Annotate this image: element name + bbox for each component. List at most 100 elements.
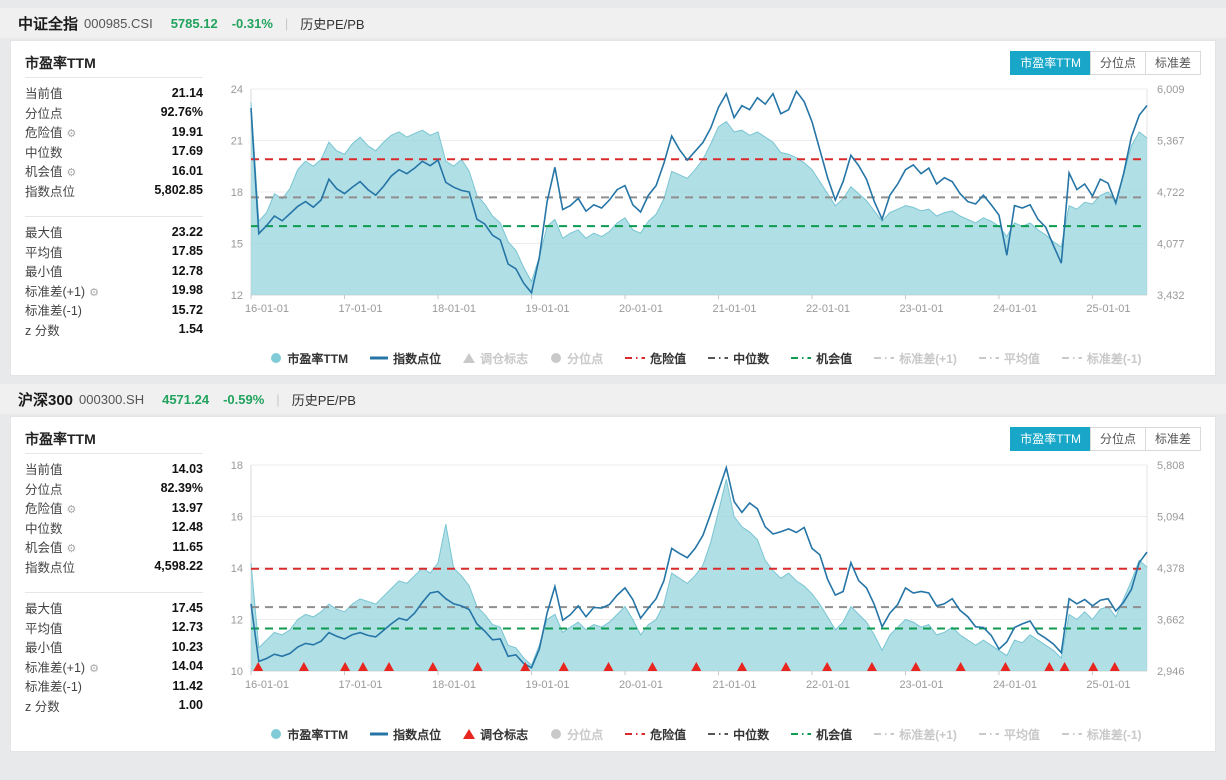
stat-row: 最大值 23.22 (25, 222, 203, 242)
history-pe-pb-link[interactable]: 历史PE/PB (291, 392, 356, 408)
right-axis-tick: 3,432 (1157, 290, 1185, 302)
stat-value: 12.48 (171, 520, 203, 535)
rebalance-marker-icon (558, 662, 569, 671)
x-axis-label: 19-01-01 (525, 679, 569, 691)
left-axis-tick: 15 (231, 239, 243, 251)
pe-chart-canvas[interactable]: 24 6,009 21 5,367 18 4,722 15 4,077 12 3,432 16-01… (211, 77, 1203, 339)
right-axis-tick: 5,808 (1157, 460, 1185, 472)
right-axis-tick: 4,378 (1157, 563, 1185, 575)
chart-legend: 市盈率TTM 指数点位 调仓标志 分位点 危险值 中位数 机会值 标准差(+1) 平均值 标准差(… (211, 347, 1201, 369)
legend-item[interactable]: 中位数 (708, 350, 769, 367)
legend-item[interactable]: 分位点 (550, 726, 603, 743)
settings-gear-icon[interactable]: ⚙ (89, 662, 99, 675)
page: 中证全指 000985.CSI 5785.12 -0.31% | 历史PE/PB… (0, 8, 1226, 752)
settings-gear-icon[interactable]: ⚙ (89, 286, 99, 299)
legend-item[interactable]: 指数点位 (370, 726, 441, 743)
x-axis-label: 25-01-01 (1086, 303, 1130, 315)
right-axis-tick: 5,094 (1157, 512, 1185, 524)
legend-label: 市盈率TTM (287, 351, 349, 366)
stat-value: 19.91 (171, 124, 203, 139)
stat-row: 指数点位 5,802.85 (25, 181, 203, 201)
legend-item[interactable]: 危险值 (625, 350, 686, 367)
rebalance-marker-icon (1000, 662, 1011, 671)
legend-item[interactable]: 标准差(+1) (874, 350, 957, 367)
rebalance-marker-icon (822, 662, 833, 671)
settings-gear-icon[interactable]: ⚙ (66, 543, 77, 556)
x-axis-label: 17-01-01 (338, 303, 382, 315)
stat-row: 当前值 14.03 (25, 459, 203, 479)
rebalance-marker-icon (866, 662, 877, 671)
tab-percentile[interactable]: 分位点 (1089, 427, 1146, 451)
pe-chart-canvas[interactable]: 18 5,808 16 5,094 14 4,378 12 3,662 10 2,946 16-01… (211, 453, 1203, 715)
tab-stddev[interactable]: 标准差 (1144, 427, 1201, 451)
legend-item[interactable]: 机会值 (791, 350, 852, 367)
legend-item[interactable]: 标准差(-1) (1061, 350, 1142, 367)
legend-item[interactable]: 调仓标志 (463, 726, 528, 743)
history-pe-pb-link[interactable]: 历史PE/PB (300, 16, 365, 32)
stat-value: 4,598.22 (154, 559, 203, 574)
panel-title: 市盈率TTM (25, 55, 96, 71)
legend-item[interactable]: 市盈率TTM (270, 726, 348, 743)
index-change: -0.59% (223, 391, 265, 407)
dashdot-icon (978, 354, 999, 362)
legend-item[interactable]: 调仓标志 (463, 350, 528, 367)
legend-label: 中位数 (733, 727, 770, 742)
divider: | (276, 391, 280, 407)
tab-percentile[interactable]: 分位点 (1089, 51, 1146, 75)
stat-value: 17.85 (171, 244, 203, 259)
dashdot-icon (1061, 354, 1082, 362)
legend-label: 机会值 (816, 351, 853, 366)
legend-item[interactable]: 标准差(+1) (874, 726, 957, 743)
rebalance-marker-icon (472, 662, 483, 671)
legend-item[interactable]: 指数点位 (370, 350, 441, 367)
stat-value: 14.04 (171, 659, 203, 674)
divider: | (284, 15, 289, 31)
stat-label: 标准差(-1) (25, 680, 82, 695)
dashdot-icon (874, 354, 895, 362)
settings-gear-icon[interactable]: ⚙ (66, 128, 77, 141)
settings-gear-icon[interactable]: ⚙ (66, 167, 77, 180)
legend-item[interactable]: 危险值 (625, 726, 686, 743)
x-axis-label: 22-01-01 (806, 303, 850, 315)
stat-group: 最大值 17.45 平均值 12.73 最小值 10.23 标准差(+1) ⚙ 14.04 标准差… (25, 592, 203, 715)
left-axis-tick: 12 (231, 290, 243, 302)
legend-item[interactable]: 平均值 (978, 350, 1040, 367)
legend-label: 危险值 (650, 351, 687, 366)
stat-value: 1.54 (178, 322, 203, 337)
legend-label: 标准差(-1) (1086, 351, 1142, 366)
pe-ttm-area (251, 479, 1147, 671)
left-axis-tick: 10 (231, 666, 243, 678)
tab-pe-ttm[interactable]: 市盈率TTM (1010, 427, 1091, 451)
circle-icon (270, 352, 282, 364)
pe-ttm-area-edge (250, 479, 1148, 666)
x-axis-label: 18-01-01 (432, 303, 476, 315)
rebalance-marker-icon (358, 662, 368, 671)
tab-stddev[interactable]: 标准差 (1144, 51, 1201, 75)
legend-label: 中位数 (733, 351, 770, 366)
legend-item[interactable]: 中位数 (708, 726, 769, 743)
legend-item[interactable]: 平均值 (978, 726, 1040, 743)
panel-hs300: 市盈率TTM 市盈率TTM 分位点 标准差 当前值 14.03 分位点 82.39% 危险值… (10, 416, 1216, 752)
right-axis-tick: 6,009 (1157, 84, 1185, 96)
index-name: 中证全指 (18, 15, 79, 33)
tab-pe-ttm[interactable]: 市盈率TTM (1010, 51, 1091, 75)
legend-item[interactable]: 标准差(-1) (1061, 726, 1142, 743)
stat-label: 指数点位 (25, 184, 76, 199)
stat-value: 16.01 (171, 163, 203, 178)
stat-value: 5,802.85 (154, 183, 203, 198)
legend-item[interactable]: 市盈率TTM (270, 350, 348, 367)
chart-legend: 市盈率TTM 指数点位 调仓标志 分位点 危险值 中位数 机会值 标准差(+1) 平均值 标准差(… (211, 723, 1201, 745)
rebalance-marker-icon (647, 662, 658, 671)
stat-row: z 分数 1.54 (25, 320, 203, 340)
stat-row: 标准差(-1) 11.42 (25, 676, 203, 696)
settings-gear-icon[interactable]: ⚙ (66, 504, 77, 517)
stat-row: 最小值 10.23 (25, 637, 203, 657)
index-change: -0.31% (231, 15, 273, 31)
left-axis-tick: 18 (231, 460, 243, 472)
legend-item[interactable]: 机会值 (791, 726, 852, 743)
x-axis-label: 16-01-01 (245, 679, 289, 691)
line-icon (370, 354, 389, 362)
legend-item[interactable]: 分位点 (550, 350, 603, 367)
stat-value: 15.72 (171, 302, 203, 317)
x-axis-label: 19-01-01 (525, 303, 569, 315)
